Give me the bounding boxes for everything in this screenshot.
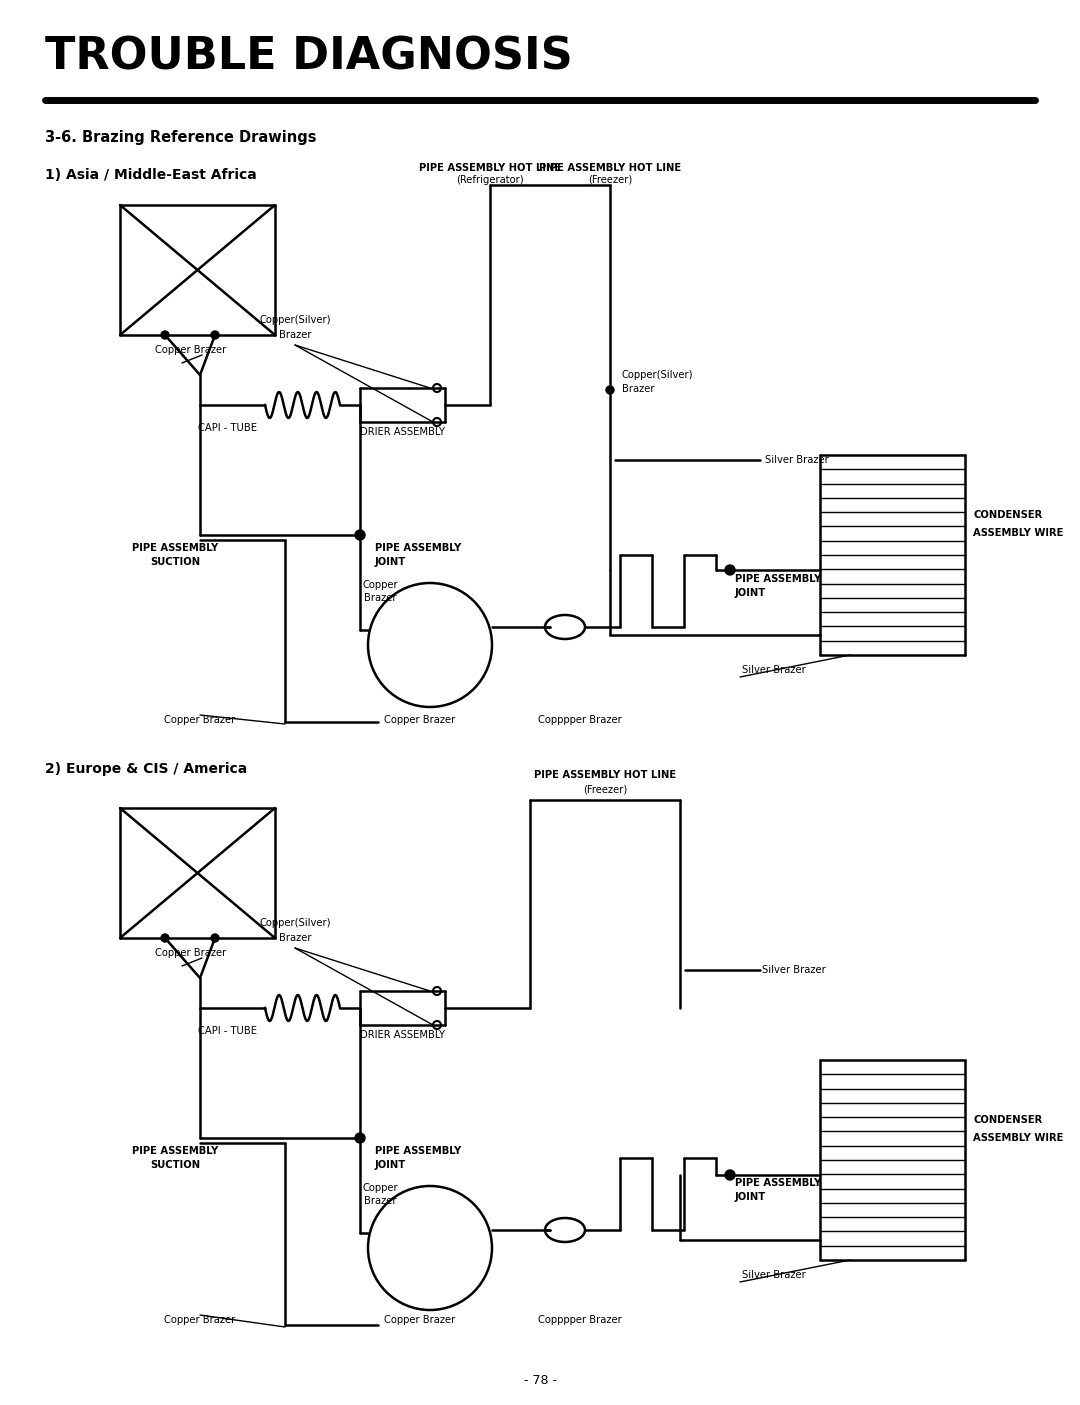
Circle shape — [211, 332, 219, 339]
Text: Copper Brazer: Copper Brazer — [164, 1315, 235, 1325]
Circle shape — [606, 386, 615, 393]
Text: Brazer: Brazer — [364, 1196, 396, 1205]
Text: Silver Brazer: Silver Brazer — [742, 1270, 806, 1280]
Text: Brazer: Brazer — [622, 384, 654, 393]
Circle shape — [355, 530, 365, 540]
Text: PIPE ASSEMBLY HOT LINE: PIPE ASSEMBLY HOT LINE — [419, 163, 562, 173]
Text: Copper(Silver): Copper(Silver) — [259, 315, 330, 325]
Text: Brazer: Brazer — [279, 933, 311, 943]
Circle shape — [355, 1132, 365, 1144]
Text: Copper(Silver): Copper(Silver) — [622, 370, 693, 379]
Text: DRIER ASSEMBLY: DRIER ASSEMBLY — [360, 427, 445, 437]
Text: ASSEMBLY WIRE: ASSEMBLY WIRE — [973, 1132, 1064, 1144]
Text: PIPE ASSEMBLY: PIPE ASSEMBLY — [735, 1177, 821, 1189]
Text: Copper Brazer: Copper Brazer — [156, 948, 226, 958]
Text: JOINT: JOINT — [735, 589, 766, 599]
Text: PIPE ASSEMBLY: PIPE ASSEMBLY — [375, 542, 461, 554]
Text: JOINT: JOINT — [375, 556, 406, 568]
Text: 3-6. Brazing Reference Drawings: 3-6. Brazing Reference Drawings — [45, 131, 316, 145]
Text: Copper: Copper — [362, 1183, 397, 1193]
Circle shape — [161, 934, 168, 941]
Text: Brazer: Brazer — [364, 593, 396, 603]
Text: PIPE ASSEMBLY: PIPE ASSEMBLY — [375, 1146, 461, 1156]
Text: Brazer: Brazer — [279, 330, 311, 340]
Text: 2) Europe & CIS / America: 2) Europe & CIS / America — [45, 762, 247, 776]
Text: SUCTION: SUCTION — [150, 1161, 200, 1170]
Text: PIPE ASSEMBLY: PIPE ASSEMBLY — [132, 542, 218, 554]
Text: PIPE ASSEMBLY HOT LINE: PIPE ASSEMBLY HOT LINE — [534, 770, 676, 780]
Text: SUCTION: SUCTION — [150, 556, 200, 568]
Text: CAPI - TUBE: CAPI - TUBE — [198, 1026, 257, 1035]
Text: CONDENSER: CONDENSER — [973, 1116, 1042, 1125]
Text: Silver Brazer: Silver Brazer — [742, 665, 806, 674]
Text: Copper Brazer: Copper Brazer — [164, 715, 235, 725]
Circle shape — [725, 565, 735, 575]
Text: TROUBLE DIAGNOSIS: TROUBLE DIAGNOSIS — [45, 35, 572, 79]
Text: - 78 -: - 78 - — [524, 1374, 556, 1387]
Text: (Freezer): (Freezer) — [583, 784, 627, 794]
Text: Silver Brazer: Silver Brazer — [762, 965, 826, 975]
Text: JOINT: JOINT — [375, 1161, 406, 1170]
Text: Copper Brazer: Copper Brazer — [156, 346, 226, 355]
Text: CAPI - TUBE: CAPI - TUBE — [198, 423, 257, 433]
Text: (Freezer): (Freezer) — [588, 176, 632, 185]
Text: Copppper Brazer: Copppper Brazer — [538, 1315, 622, 1325]
Text: Copper: Copper — [362, 580, 397, 590]
Text: Copppper Brazer: Copppper Brazer — [538, 715, 622, 725]
Text: PIPE ASSEMBLY HOT LINE: PIPE ASSEMBLY HOT LINE — [539, 163, 681, 173]
Text: Copper Brazer: Copper Brazer — [384, 1315, 456, 1325]
Text: (Refrigerator): (Refrigerator) — [456, 176, 524, 185]
Text: JOINT: JOINT — [735, 1191, 766, 1203]
Circle shape — [211, 934, 219, 941]
Text: Copper(Silver): Copper(Silver) — [259, 917, 330, 927]
Text: CONDENSER: CONDENSER — [973, 510, 1042, 520]
Text: PIPE ASSEMBLY: PIPE ASSEMBLY — [132, 1146, 218, 1156]
Text: Copper Brazer: Copper Brazer — [384, 715, 456, 725]
Circle shape — [725, 1170, 735, 1180]
Text: PIPE ASSEMBLY: PIPE ASSEMBLY — [735, 575, 821, 584]
Circle shape — [161, 332, 168, 339]
Text: ASSEMBLY WIRE: ASSEMBLY WIRE — [973, 528, 1064, 538]
Text: 1) Asia / Middle-East Africa: 1) Asia / Middle-East Africa — [45, 169, 257, 183]
Text: DRIER ASSEMBLY: DRIER ASSEMBLY — [360, 1030, 445, 1040]
Text: Silver Brazer: Silver Brazer — [765, 455, 828, 465]
